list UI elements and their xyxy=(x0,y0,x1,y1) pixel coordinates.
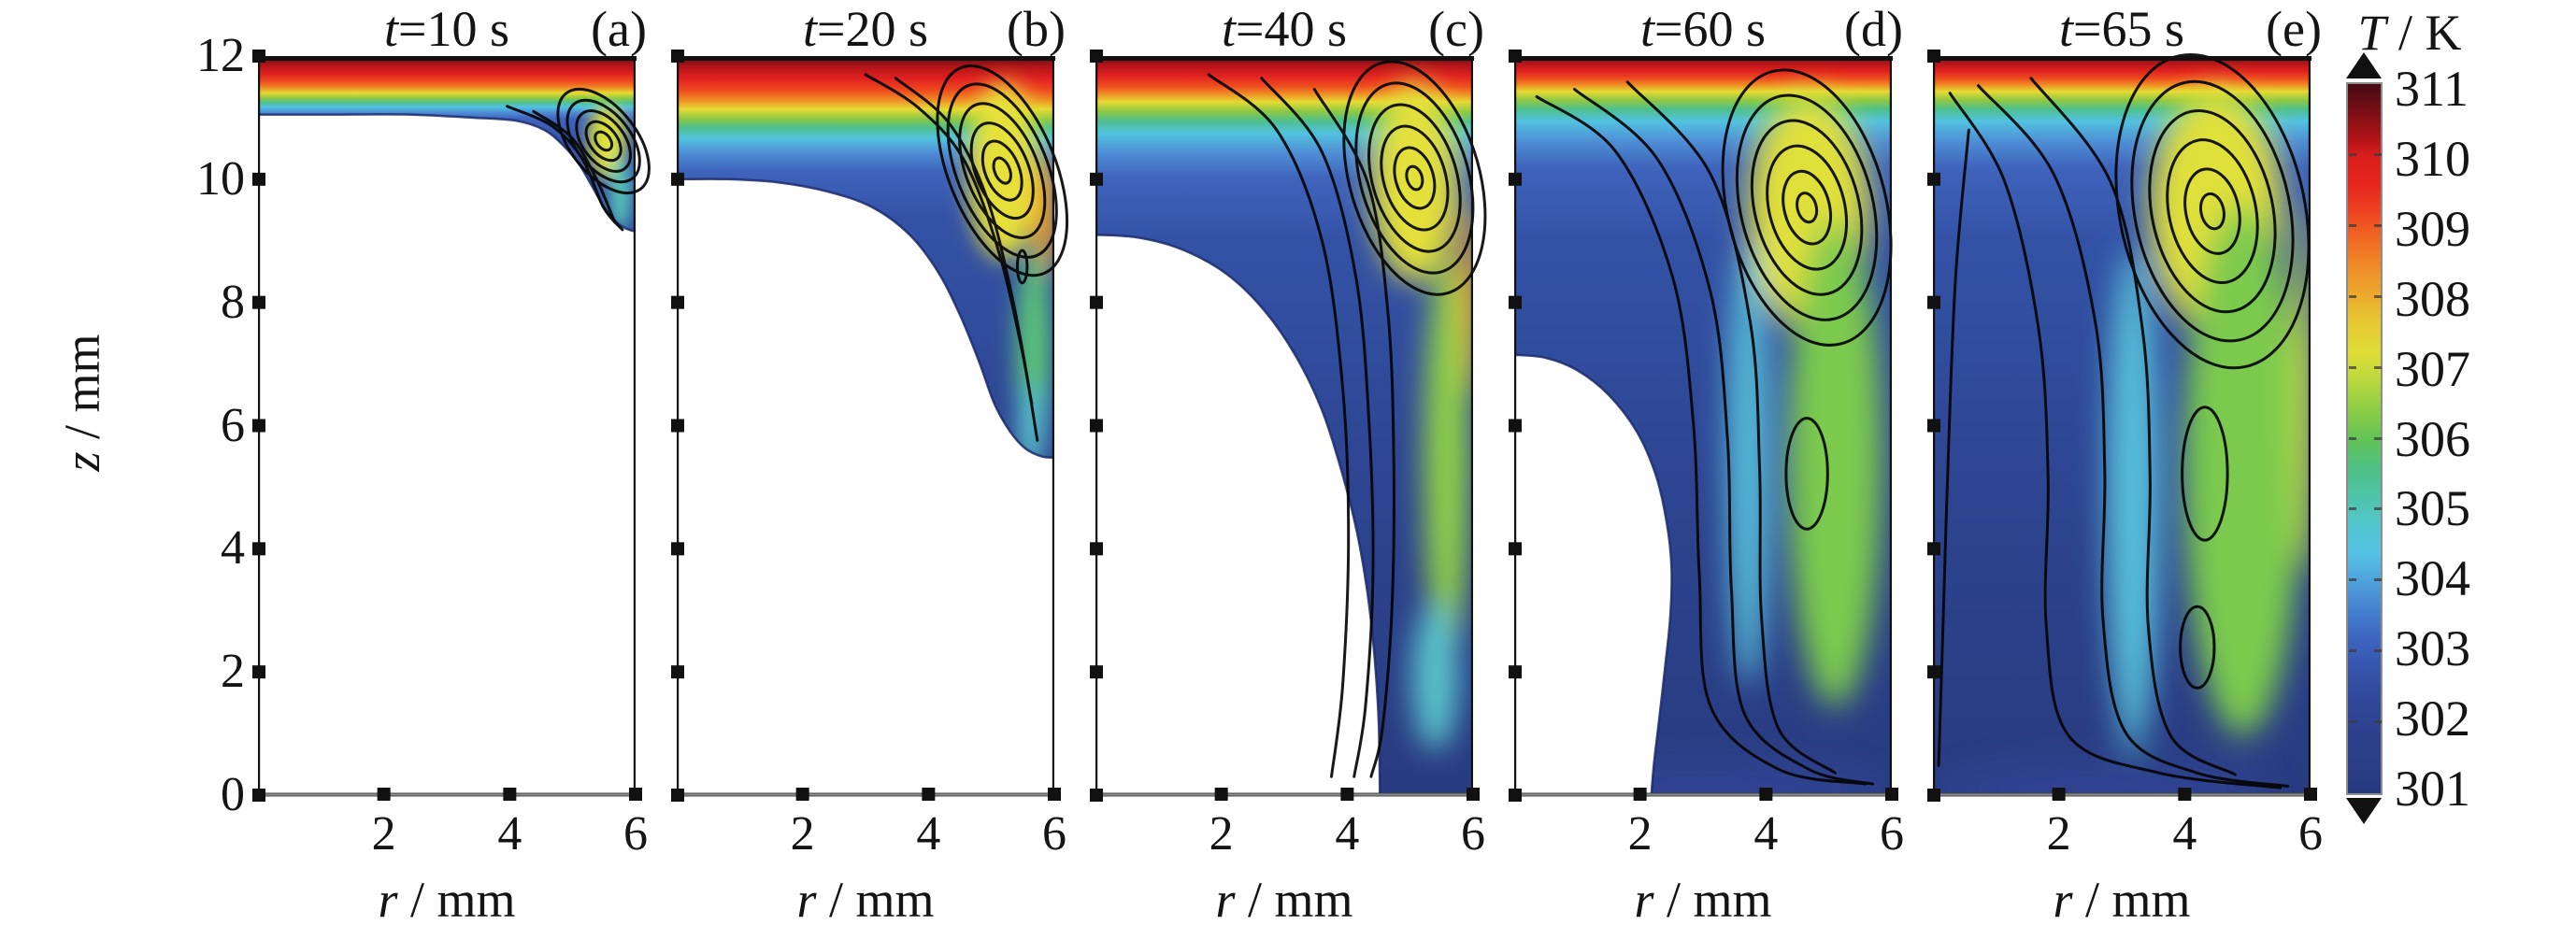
panel-c-x-axis-label: r / mm xyxy=(1215,872,1353,928)
colorbar-label-310: 310 xyxy=(2395,130,2470,187)
colorbar-label-309: 309 xyxy=(2395,200,2470,257)
colorbar-tick xyxy=(2349,649,2356,653)
colorbar-label-307: 307 xyxy=(2395,340,2470,397)
y-tick-label-2: 2 xyxy=(221,645,245,699)
panel-b-tag: (b) xyxy=(1007,1,1066,57)
panel-c-x-tick-6: 6 xyxy=(1461,807,1485,861)
colorbar-tick xyxy=(2349,578,2356,582)
colorbar-tick xyxy=(2374,720,2382,724)
colorbar-tick xyxy=(2374,294,2382,298)
y-tick-label-10: 10 xyxy=(196,151,245,206)
panel-c-x-tick-2: 2 xyxy=(1209,807,1234,861)
colorbar-tick xyxy=(2374,436,2382,440)
panel-e-x-tick-4: 4 xyxy=(2172,807,2197,861)
colorbar-tick xyxy=(2374,507,2382,511)
panel-b-title: t=20 s (b) xyxy=(677,1,1066,57)
colorbar-tick xyxy=(2349,223,2356,227)
colorbar-label-304: 304 xyxy=(2395,550,2470,607)
panel-a-x-tick-4: 4 xyxy=(497,807,522,861)
y-tick-label-12: 12 xyxy=(196,29,245,82)
panel-c-title: t=40 s (c) xyxy=(1095,1,1484,57)
panel-c-x-tick-4: 4 xyxy=(1335,807,1360,861)
y-tick-label-4: 4 xyxy=(221,521,245,576)
panel-d-x-tick-4: 4 xyxy=(1753,807,1779,861)
panel-b-x-tick-2: 2 xyxy=(790,807,815,861)
panel-e-tag: (e) xyxy=(2266,1,2322,57)
colorbar-tick xyxy=(2374,365,2382,369)
panel-b-x-tick-4: 4 xyxy=(916,807,941,861)
temperature-field-b xyxy=(671,50,1069,802)
panel-e-time: t=65 s xyxy=(2059,1,2184,57)
colorbar-tick xyxy=(2349,365,2356,369)
panel-d-x-tick-6: 6 xyxy=(1880,807,1904,861)
colorbar-tick xyxy=(2349,152,2356,156)
colorbar-tick xyxy=(2374,578,2382,582)
panel-a-title: t=10 s (a) xyxy=(258,1,647,57)
colorbar-var: T xyxy=(2357,5,2386,61)
panel-c-tag: (c) xyxy=(1428,1,1484,57)
colorbar-label-308: 308 xyxy=(2395,270,2470,327)
panel-a-x-axis-label: r / mm xyxy=(378,872,516,928)
colorbar-label-311: 311 xyxy=(2395,61,2469,117)
colorbar-label-306: 306 xyxy=(2395,410,2470,467)
colorbar-unit: / K xyxy=(2385,5,2462,61)
colorbar-tick xyxy=(2349,436,2356,440)
panel-e-x-tick-2: 2 xyxy=(2046,807,2071,861)
colorbar-label-303: 303 xyxy=(2395,620,2470,677)
panel-b-x-tick-6: 6 xyxy=(1042,807,1066,861)
temperature-field-a xyxy=(252,50,651,802)
panel-b-x-axis-label: r / mm xyxy=(796,872,935,928)
panel-a-x-tick-6: 6 xyxy=(623,807,648,861)
temperature-field-d xyxy=(1509,50,1898,802)
panel-d-x-tick-2: 2 xyxy=(1627,807,1653,861)
temperature-field-e xyxy=(1927,50,2317,802)
colorbar-label-301: 301 xyxy=(2395,761,2470,817)
colorbar-label-302: 302 xyxy=(2395,690,2470,747)
panel-e-title: t=65 s (e) xyxy=(1933,1,2322,57)
colorbar-tick xyxy=(2349,294,2356,298)
panel-d-title: t=60 s (d) xyxy=(1514,1,1903,57)
colorbar-tick xyxy=(2374,649,2382,653)
y-tick-label-0: 0 xyxy=(221,768,245,821)
panel-a-time: t=10 s xyxy=(384,1,509,57)
y-tick-label-6: 6 xyxy=(221,398,245,452)
panel-b-time: t=20 s xyxy=(803,1,928,57)
colorbar-up-arrow-icon xyxy=(2346,52,2382,78)
temperature-field-c xyxy=(1090,50,1487,802)
colorbar-tick xyxy=(2374,223,2382,227)
panel-c-time: t=40 s xyxy=(1222,1,1347,57)
panel-d-time: t=60 s xyxy=(1640,1,1766,57)
panel-e-x-tick-6: 6 xyxy=(2298,807,2323,861)
colorbar-down-arrow-icon xyxy=(2346,798,2382,824)
colorbar-tick xyxy=(2349,507,2356,511)
y-axis-unit: / mm xyxy=(54,334,110,452)
y-axis-label: z / mm xyxy=(54,263,110,543)
panel-d-tag: (d) xyxy=(1844,1,1903,57)
colorbar-tick xyxy=(2349,720,2356,724)
colorbar-label-305: 305 xyxy=(2395,480,2470,537)
colorbar-tick xyxy=(2374,152,2382,156)
panel-d-x-axis-label: r / mm xyxy=(1634,872,1772,928)
panel-e-x-axis-label: r / mm xyxy=(2053,872,2191,928)
panel-a-x-tick-2: 2 xyxy=(371,807,396,861)
y-tick-label-8: 8 xyxy=(221,275,245,329)
y-axis-var: z xyxy=(54,451,110,472)
panel-a-tag: (a) xyxy=(591,1,647,57)
colorbar-title: T / K xyxy=(2335,6,2484,60)
